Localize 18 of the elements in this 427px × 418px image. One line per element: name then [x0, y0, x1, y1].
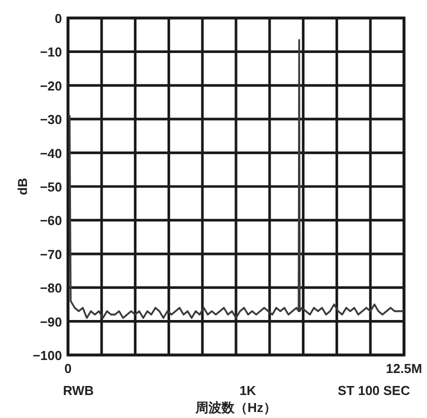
y-tick-label: −10: [40, 44, 62, 60]
y-axis-title: dB: [15, 178, 30, 196]
text: 1K: [239, 383, 257, 398]
y-tick-label: −90: [40, 314, 62, 330]
y-tick-label: −20: [40, 78, 62, 94]
y-tick-label: −80: [40, 280, 62, 296]
y-tick-label: −40: [40, 146, 62, 161]
y-tick-label: −60: [40, 213, 62, 228]
y-tick-label: −30: [40, 112, 62, 128]
text: ST 100 SEC: [338, 383, 411, 398]
x-tick-label: 12.5M: [386, 361, 422, 376]
y-tick-label: −50: [40, 180, 62, 194]
text: RWB: [63, 383, 94, 398]
line-series: [68, 39, 404, 319]
y-tick-label: 0: [54, 11, 62, 26]
x-axis-title: 周波数（Hz）: [194, 400, 276, 415]
y-tick-label: −70: [40, 246, 62, 262]
y-tick-label: −100: [32, 348, 62, 363]
